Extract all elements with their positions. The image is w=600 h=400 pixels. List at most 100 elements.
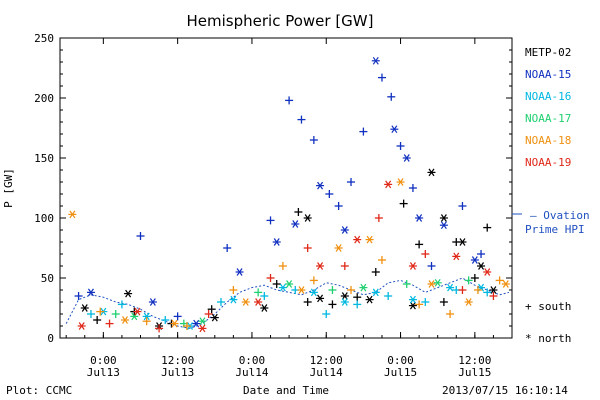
noaa-16-south-point [216,298,225,306]
metp-02-south-point [483,223,492,232]
x-tick-time-label: 12:00 [458,354,491,367]
metp-02-south-point [93,316,102,324]
noaa-15-north-point [439,221,448,230]
y-tick-label: 250 [34,32,54,45]
metp-02-south-point [415,240,424,249]
noaa-15-south-point [396,142,405,150]
noaa-16-south-point [86,310,95,318]
metp-02-north-point [489,286,498,294]
noaa-17-south-point [402,280,411,288]
legend-entry: NOAA-17 [525,112,571,125]
metp-02-south-point [353,293,362,302]
noaa-18-south-point [278,262,287,270]
chart-title: Hemispheric Power [GW] [187,12,374,30]
noaa-19-north-point [408,262,417,270]
noaa-19-north-point [483,268,492,276]
noaa-15-south-point [136,232,145,240]
x-tick-time-label: 0:00 [90,354,117,367]
x-tick-date-label: Jul14 [310,366,343,379]
noaa-19-south-point [204,310,213,318]
noaa-15-south-point [359,127,368,136]
noaa-16-south-point [384,292,393,300]
x-tick-time-label: 12:00 [310,354,343,367]
metp-02-north-point [124,289,133,298]
x-axis-label: Date and Time [243,384,329,397]
noaa-17-south-point [328,286,337,294]
noaa-18-south-point [446,310,455,318]
metp-02-south-point [294,208,303,216]
noaa-18-north-point [464,298,473,306]
metp-02-south-point [470,274,479,282]
north-marker-legend: * north [525,332,571,345]
noaa-17-south-point [464,276,473,285]
noaa-18-north-point [396,178,405,186]
x-tick-time-label: 12:00 [161,354,194,367]
noaa-15-south-point [408,184,417,192]
noaa-15-south-point [377,73,386,82]
noaa-16-north-point [446,283,455,292]
noaa-15-south-point [347,178,356,186]
ovation-line-group [65,277,510,329]
noaa-17-north-point [359,283,368,292]
noaa-18-north-point [241,298,250,306]
noaa-15-south-point [74,292,83,300]
noaa-15-north-point [291,220,300,228]
noaa-15-south-point [285,96,294,105]
noaa-19-south-point [155,324,164,333]
x-tick-time-label: 0:00 [239,354,266,367]
noaa-19-south-point [421,250,430,258]
metp-02-north-point [80,304,89,312]
legend-entry: METP-02 [525,46,571,59]
legend-entry: NOAA-16 [525,90,571,103]
noaa-15-north-point [415,214,424,222]
metp-02-south-point [328,300,337,309]
noaa-18-south-point [495,276,504,285]
noaa-15-north-point [272,238,281,246]
noaa-19-south-point [266,274,275,282]
noaa-16-south-point [322,310,331,318]
noaa-18-north-point [334,244,343,252]
noaa-19-south-point [374,214,383,222]
noaa-18-north-point [170,319,179,328]
noaa-16-south-point [161,316,170,324]
ovation-legend-line2: Prime HPI [525,223,585,236]
metp-02-north-point [477,262,486,270]
data-markers [68,56,510,333]
noaa-15-north-point [192,319,201,328]
noaa-15-south-point [297,115,306,124]
noaa-16-north-point [371,288,380,297]
y-tick-label: 0 [47,332,54,345]
metp-02-south-point [439,298,448,306]
metp-02-north-point [316,294,325,303]
noaa-19-south-point [489,292,498,300]
metp-02-south-point [303,298,312,306]
noaa-19-south-point [105,319,114,328]
noaa-15-north-point [402,154,411,162]
noaa-18-north-point [68,210,77,219]
noaa-19-north-point [133,307,142,316]
legend-entry: NOAA-19 [525,156,571,169]
noaa-18-south-point [96,307,105,316]
noaa-18-south-point [473,286,482,294]
noaa-19-north-point [254,298,263,306]
south-marker-legend: + south [525,300,571,313]
noaa-15-south-point [387,92,396,101]
metp-02-north-point [340,292,349,300]
y-tick-label: 150 [34,152,54,165]
noaa-16-north-point [408,295,417,304]
metp-02-south-point [207,305,216,314]
noaa-17-north-point [433,278,442,287]
noaa-19-north-point [452,252,461,261]
noaa-15-south-point [477,250,486,258]
noaa-15-north-point [470,256,479,264]
noaa-19-south-point [340,262,349,270]
noaa-15-south-point [458,202,467,210]
noaa-18-north-point [121,316,130,324]
noaa-15-north-point [371,56,380,65]
noaa-15-north-point [86,288,95,297]
noaa-18-north-point [365,235,374,244]
plot-frame [59,37,513,339]
noaa-19-north-point [77,322,86,330]
metp-02-north-point [260,304,269,312]
x-tick-date-label: Jul15 [384,366,417,379]
